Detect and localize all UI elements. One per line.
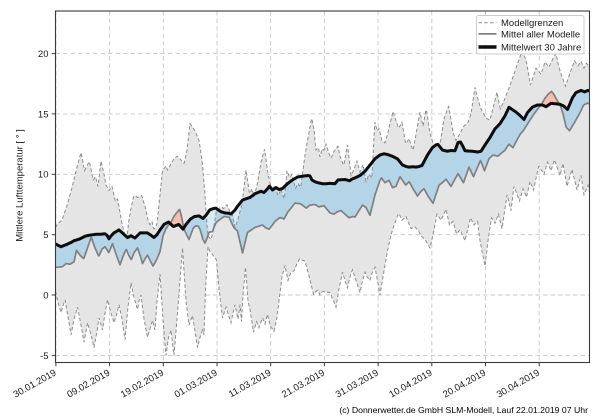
svg-text:10: 10 <box>38 170 49 181</box>
svg-text:(c) Donnerwetter.de GmbH SLM-M: (c) Donnerwetter.de GmbH SLM-Modell, Lau… <box>339 405 588 415</box>
svg-text:Modellgrenzen: Modellgrenzen <box>501 18 563 29</box>
svg-text:-5: -5 <box>40 351 48 362</box>
svg-text:15: 15 <box>38 109 49 120</box>
svg-text:Mittel aller Modelle: Mittel aller Modelle <box>501 29 580 40</box>
svg-text:Mittelwert 30 Jahre: Mittelwert 30 Jahre <box>501 42 581 53</box>
svg-text:5: 5 <box>43 230 48 241</box>
svg-text:20: 20 <box>38 49 49 60</box>
svg-text:Mittlere Lufttemperatur [ ° ]: Mittlere Lufttemperatur [ ° ] <box>15 129 26 242</box>
svg-text:0: 0 <box>43 290 48 301</box>
